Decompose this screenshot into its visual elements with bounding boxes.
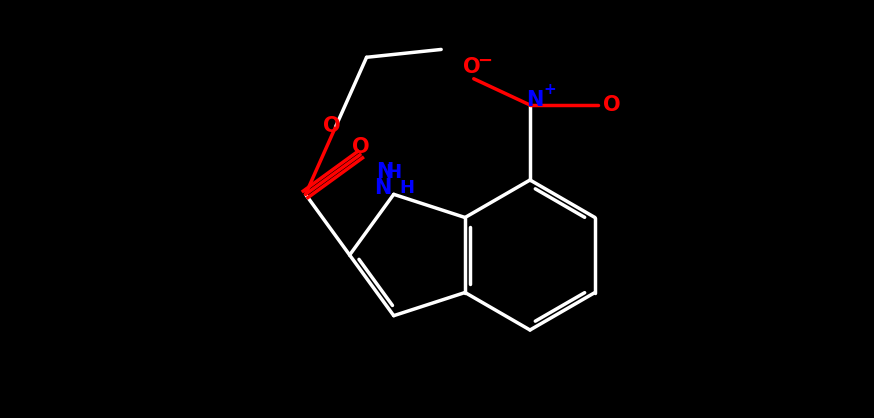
Text: O: O [463,57,481,77]
Text: N: N [374,178,392,198]
Text: +: + [544,82,557,97]
Text: −: − [477,52,492,70]
Text: N: N [526,90,544,110]
Text: O: O [603,95,621,115]
Text: H: H [399,179,415,197]
Text: H: H [385,163,402,182]
Text: O: O [323,116,341,136]
Text: N: N [377,162,393,182]
Text: O: O [352,137,370,157]
